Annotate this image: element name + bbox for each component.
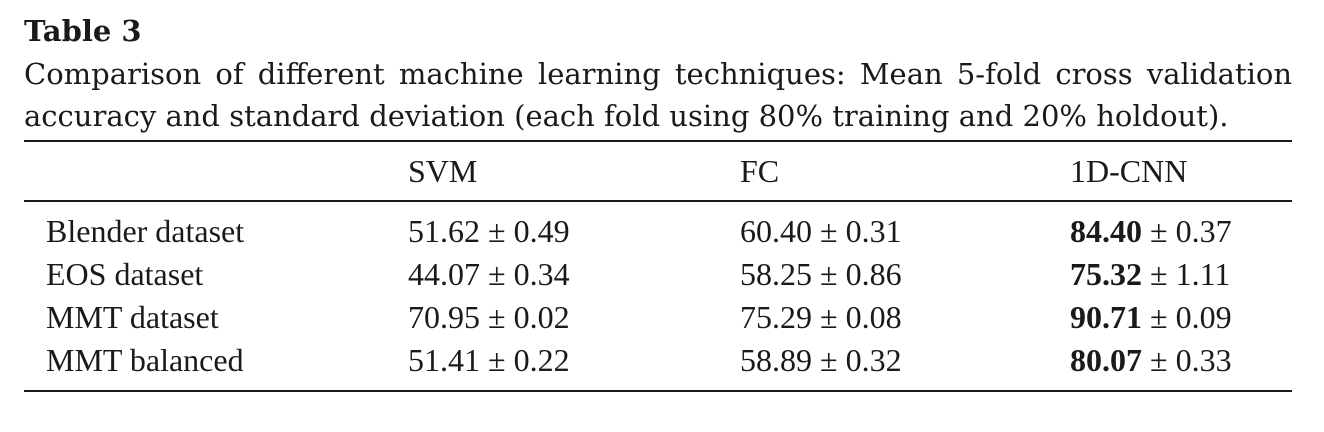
cell-std-dev: 0.02 [513, 299, 570, 335]
cell-std-dev: 0.22 [513, 342, 570, 378]
cell-std-dev: 0.31 [845, 213, 902, 249]
plus-minus-symbol: ± [820, 342, 838, 378]
row-label: Blender dataset [46, 213, 245, 249]
cell-mean: 60.40 [740, 213, 812, 249]
column-header-fc: FC [740, 153, 780, 189]
table-caption-line-1: Comparison of different machine learning… [24, 57, 1292, 91]
table-top-rule [24, 140, 1292, 142]
cell-mean: 58.89 [740, 342, 812, 378]
cell-std-dev: 0.08 [845, 299, 902, 335]
plus-minus-symbol: ± [820, 213, 838, 249]
table-cell: 75.29 ± 0.08 [740, 298, 902, 336]
table-cell: 75.32 ± 1.11 [1070, 255, 1230, 293]
plus-minus-symbol: ± [488, 342, 506, 378]
plus-minus-symbol: ± [820, 299, 838, 335]
cell-mean: 80.07 [1070, 342, 1142, 378]
plus-minus-symbol: ± [1150, 213, 1168, 249]
table-cell: 51.41 ± 0.22 [408, 341, 570, 379]
table-cell: 60.40 ± 0.31 [740, 212, 902, 250]
row-label: EOS dataset [46, 256, 204, 292]
plus-minus-symbol: ± [1150, 342, 1168, 378]
plus-minus-symbol: ± [1150, 299, 1168, 335]
cell-mean: 44.07 [408, 256, 480, 292]
cell-mean: 51.62 [408, 213, 480, 249]
table-cell: 58.25 ± 0.86 [740, 255, 902, 293]
cell-std-dev: 0.86 [845, 256, 902, 292]
plus-minus-symbol: ± [488, 299, 506, 335]
cell-mean: 75.29 [740, 299, 812, 335]
table-caption-line-2: accuracy and standard deviation (each fo… [24, 99, 1229, 133]
plus-minus-symbol: ± [1150, 256, 1168, 292]
row-label: MMT balanced [46, 342, 244, 378]
column-header-svm: SVM [408, 153, 478, 189]
cell-mean: 58.25 [740, 256, 812, 292]
cell-mean: 75.32 [1070, 256, 1142, 292]
cell-mean: 51.41 [408, 342, 480, 378]
table-cell: 58.89 ± 0.32 [740, 341, 902, 379]
cell-std-dev: 0.32 [845, 342, 902, 378]
cell-std-dev: 0.37 [1175, 213, 1232, 249]
cell-mean: 84.40 [1070, 213, 1142, 249]
cell-std-dev: 1.11 [1175, 256, 1231, 292]
table-header-rule [24, 200, 1292, 202]
cell-mean: 90.71 [1070, 299, 1142, 335]
plus-minus-symbol: ± [488, 256, 506, 292]
table-cell: 90.71 ± 0.09 [1070, 298, 1232, 336]
column-header-1d-cnn: 1D-CNN [1070, 153, 1188, 189]
cell-std-dev: 0.34 [513, 256, 570, 292]
cell-mean: 70.95 [408, 299, 480, 335]
table-cell: 84.40 ± 0.37 [1070, 212, 1232, 250]
table-cell: 80.07 ± 0.33 [1070, 341, 1232, 379]
plus-minus-symbol: ± [488, 213, 506, 249]
cell-std-dev: 0.49 [513, 213, 570, 249]
table-label: Table 3 [24, 14, 142, 48]
table-cell: 70.95 ± 0.02 [408, 298, 570, 336]
plus-minus-symbol: ± [820, 256, 838, 292]
table-bottom-rule [24, 390, 1292, 392]
table-cell: 51.62 ± 0.49 [408, 212, 570, 250]
row-label: MMT dataset [46, 299, 219, 335]
cell-std-dev: 0.09 [1175, 299, 1232, 335]
table-cell: 44.07 ± 0.34 [408, 255, 570, 293]
cell-std-dev: 0.33 [1175, 342, 1232, 378]
